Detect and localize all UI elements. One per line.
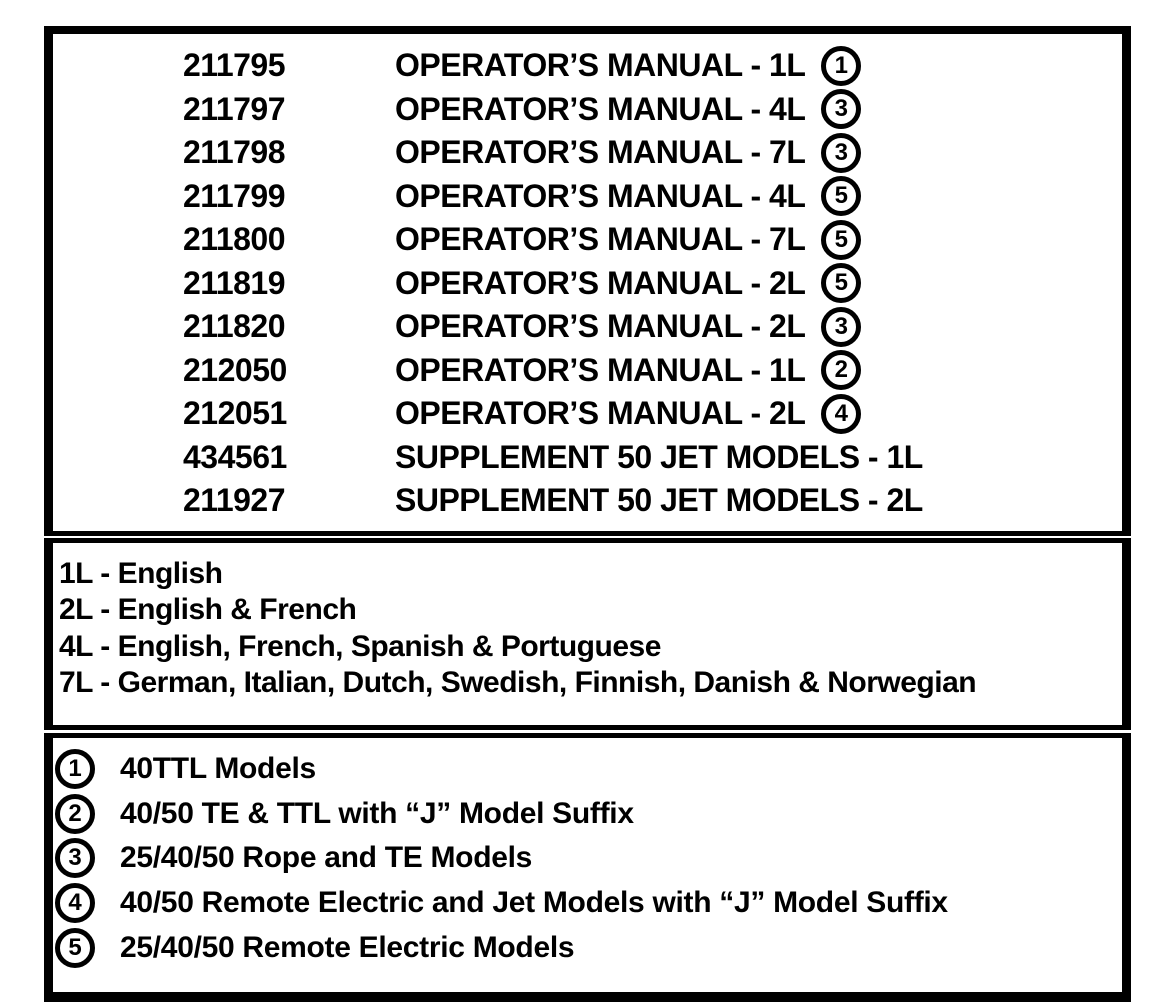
model-note-text: 40/50 Remote Electric and Jet Models wit…	[120, 886, 948, 920]
note-number-circle: 3	[55, 838, 95, 879]
part-description: SUPPLEMENT 50 JET MODELS - 2L	[395, 482, 923, 519]
note-number-circle: 4	[55, 883, 95, 924]
parts-row: 211927 SUPPLEMENT 50 JET MODELS - 2L	[183, 479, 1122, 523]
model-note-text: 40TTL Models	[120, 752, 316, 786]
part-description: OPERATOR’S MANUAL - 7L	[395, 134, 806, 171]
parts-row: 211819 OPERATOR’S MANUAL - 2L 5	[183, 262, 1122, 306]
parts-row: 212051 OPERATOR’S MANUAL - 2L 4	[183, 392, 1122, 436]
model-notes-section: 1 40TTL Models 2 40/50 TE & TTL with “J” Mo…	[44, 733, 1131, 1002]
model-note-item: 3 25/40/50 Rope and TE Models	[55, 836, 1122, 881]
part-number: 434561	[183, 438, 287, 475]
note-ref-circle: 2	[821, 350, 862, 391]
note-number-circle: 2	[55, 793, 95, 834]
model-note-text: 40/50 TE & TTL with “J” Model Suffix	[120, 796, 634, 830]
note-ref-circle: 1	[821, 45, 862, 86]
model-note-text: 25/40/50 Rope and TE Models	[120, 841, 533, 875]
part-number: 211798	[183, 134, 286, 171]
note-ref-circle: 4	[821, 393, 862, 434]
part-description: OPERATOR’S MANUAL - 4L	[395, 177, 806, 214]
part-description: OPERATOR’S MANUAL - 2L	[395, 264, 806, 301]
parts-row: 212050 OPERATOR’S MANUAL - 1L 2	[183, 349, 1122, 393]
part-description: OPERATOR’S MANUAL - 2L	[395, 395, 806, 432]
part-number: 211795	[183, 47, 286, 84]
language-legend-item: 2L - English & French	[59, 593, 357, 627]
note-ref-circle: 5	[821, 219, 862, 260]
part-number: 211927	[183, 482, 286, 519]
language-legend-item: 4L - English, French, Spanish & Portugue…	[59, 629, 661, 663]
part-number: 211819	[183, 264, 286, 301]
model-note-item: 1 40TTL Models	[55, 747, 1122, 792]
parts-row: 211798 OPERATOR’S MANUAL - 7L 3	[183, 131, 1122, 175]
parts-row: 211799 OPERATOR’S MANUAL - 4L 5	[183, 175, 1122, 219]
model-note-item: 2 40/50 TE & TTL with “J” Model Suffix	[55, 792, 1122, 837]
part-number: 211797	[183, 90, 286, 127]
language-legend-item: 7L - German, Italian, Dutch, Swedish, Fi…	[59, 666, 977, 700]
part-description: OPERATOR’S MANUAL - 4L	[395, 90, 806, 127]
note-ref-circle: 3	[821, 132, 862, 173]
language-legend-section: 1L - English 2L - English & French 4L - En…	[44, 538, 1131, 730]
model-note-item: 5 25/40/50 Remote Electric Models	[55, 925, 1122, 970]
note-ref-circle: 5	[821, 176, 862, 217]
language-legend-item: 1L - English	[59, 557, 223, 590]
part-description: OPERATOR’S MANUAL - 2L	[395, 308, 806, 345]
note-ref-circle: 5	[821, 263, 862, 304]
parts-row: 211795 OPERATOR’S MANUAL - 1L 1	[183, 44, 1122, 88]
part-description: OPERATOR’S MANUAL - 1L	[395, 47, 806, 84]
parts-row: 211820 OPERATOR’S MANUAL - 2L 3	[183, 305, 1122, 349]
part-number: 211820	[183, 308, 286, 345]
model-note-item: 4 40/50 Remote Electric and Jet Models wi…	[55, 881, 1122, 926]
part-number: 212050	[183, 351, 287, 388]
parts-row: 211800 OPERATOR’S MANUAL - 7L 5	[183, 218, 1122, 262]
parts-row: 434561 SUPPLEMENT 50 JET MODELS - 1L	[183, 436, 1122, 480]
note-ref-circle: 3	[821, 306, 862, 347]
part-number: 211800	[183, 221, 286, 258]
part-description: OPERATOR’S MANUAL - 7L	[395, 221, 806, 258]
part-description: SUPPLEMENT 50 JET MODELS - 1L	[395, 438, 923, 475]
parts-row: 211797 OPERATOR’S MANUAL - 4L 3	[183, 88, 1122, 132]
note-number-circle: 5	[55, 927, 95, 968]
note-number-circle: 1	[55, 749, 95, 790]
parts-list-section: 211795 OPERATOR’S MANUAL - 1L 1 211797 OPERA…	[44, 26, 1131, 536]
note-ref-circle: 3	[821, 89, 862, 130]
part-description: OPERATOR’S MANUAL - 1L	[395, 351, 806, 388]
model-note-text: 25/40/50 Remote Electric Models	[120, 930, 575, 964]
part-number: 211799	[183, 177, 286, 214]
part-number: 212051	[183, 395, 287, 432]
